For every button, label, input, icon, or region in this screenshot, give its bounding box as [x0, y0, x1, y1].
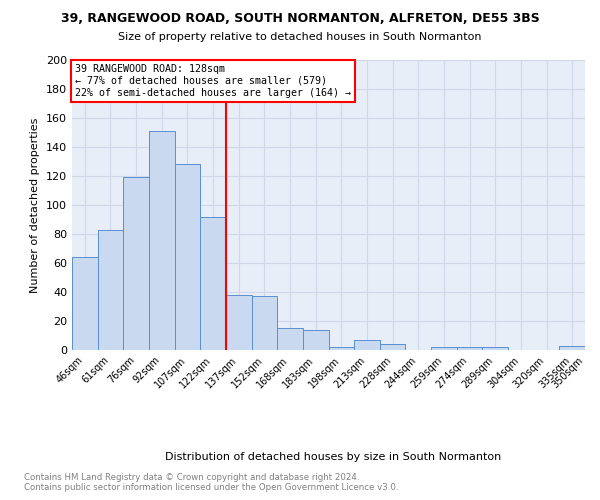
Bar: [98, 230, 124, 350]
Bar: [457, 347, 482, 350]
Y-axis label: Number of detached properties: Number of detached properties: [31, 118, 40, 292]
Bar: [354, 340, 380, 350]
Bar: [251, 296, 277, 350]
Bar: [72, 257, 98, 350]
Text: Contains HM Land Registry data © Crown copyright and database right 2024.
Contai: Contains HM Land Registry data © Crown c…: [24, 472, 398, 492]
Bar: [482, 347, 508, 350]
Text: 39 RANGEWOOD ROAD: 128sqm
← 77% of detached houses are smaller (579)
22% of semi: 39 RANGEWOOD ROAD: 128sqm ← 77% of detac…: [74, 64, 350, 98]
Bar: [226, 295, 251, 350]
Bar: [431, 347, 457, 350]
Text: Size of property relative to detached houses in South Normanton: Size of property relative to detached ho…: [118, 32, 482, 42]
Bar: [175, 164, 200, 350]
Bar: [329, 347, 354, 350]
Bar: [380, 344, 406, 350]
Bar: [149, 131, 175, 350]
Text: Distribution of detached houses by size in South Normanton: Distribution of detached houses by size …: [165, 452, 501, 462]
Bar: [277, 328, 303, 350]
Bar: [124, 178, 149, 350]
Bar: [559, 346, 585, 350]
Bar: [200, 216, 226, 350]
Bar: [303, 330, 329, 350]
Text: 39, RANGEWOOD ROAD, SOUTH NORMANTON, ALFRETON, DE55 3BS: 39, RANGEWOOD ROAD, SOUTH NORMANTON, ALF…: [61, 12, 539, 26]
